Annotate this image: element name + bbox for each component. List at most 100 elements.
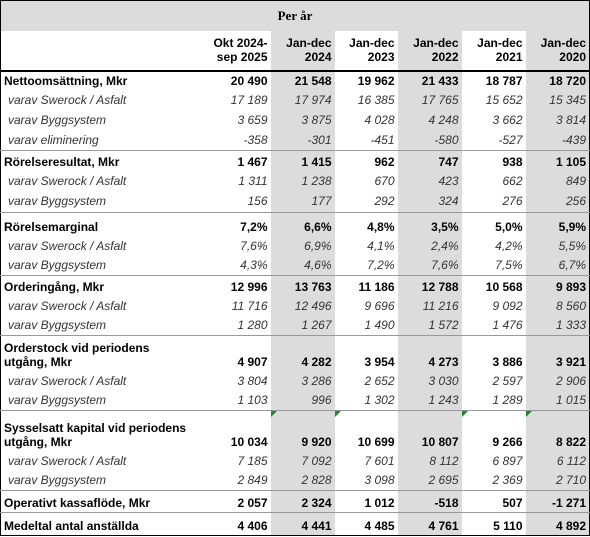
value-cell: 4 907 bbox=[198, 335, 271, 371]
table-row: varav Swerock / Asfalt 17 189 17 974 16 385… bbox=[1, 89, 590, 110]
value-cell: 3,5% bbox=[397, 212, 462, 236]
value-cell: 3 814 bbox=[525, 109, 590, 130]
value-cell: -358 bbox=[243, 132, 268, 147]
value-cell: 21 433 bbox=[397, 70, 462, 90]
value-cell: 9 266 bbox=[461, 410, 526, 451]
value-cell: 1 267 bbox=[270, 315, 335, 336]
value-cell: 7,2% bbox=[198, 212, 271, 236]
value-cell: -580 bbox=[397, 129, 462, 151]
value-cell: 747 bbox=[397, 150, 462, 171]
value-cell: 3 659 bbox=[237, 112, 268, 127]
value-cell: 11 216 bbox=[397, 295, 462, 316]
value-cell: 938 bbox=[461, 150, 526, 171]
value-cell: 670 bbox=[374, 173, 395, 188]
value-cell: 2 828 bbox=[270, 470, 335, 491]
value-cell: 7,6% bbox=[397, 255, 462, 276]
row-label: Rörelseresultat, Mkr bbox=[0, 150, 199, 171]
column-header: Jan-dec 2021 bbox=[461, 30, 526, 72]
value-cell: 18 720 bbox=[525, 70, 590, 90]
value-cell: 6,9% bbox=[270, 235, 335, 256]
value-cell: 3 954 bbox=[334, 335, 398, 371]
table-row: varav eliminering -358 -301 -451 -580 -527 -43… bbox=[1, 129, 590, 151]
value-cell: 7,5% bbox=[495, 258, 523, 273]
value-cell: 1 289 bbox=[492, 393, 523, 408]
table-row: Operativt kassaflöde, Mkr 2 057 2 324 1 012… bbox=[0, 490, 590, 513]
value-cell: 4 441 bbox=[270, 512, 335, 536]
table-title: Per år bbox=[0, 0, 590, 31]
value-cell: 3 875 bbox=[270, 109, 335, 130]
value-cell: 4,8% bbox=[334, 212, 398, 236]
table-row: Sysselsatt kapital vid periodens utgång,… bbox=[0, 410, 590, 451]
value-cell: 9 696 bbox=[364, 298, 395, 313]
value-cell: 6 112 bbox=[525, 450, 590, 471]
value-cell: 1 238 bbox=[270, 170, 335, 191]
value-cell: 962 bbox=[334, 150, 398, 171]
value-cell: 10 807 bbox=[397, 410, 462, 451]
row-label: varav Byggsystem bbox=[8, 112, 107, 127]
table-row: Medeltal antal anställda 4 406 4 441 4 485 4… bbox=[0, 512, 590, 536]
table-row: varav Swerock / Asfalt 1 311 1 238 670 423 66… bbox=[1, 170, 590, 191]
row-label: varav Swerock / Asfalt bbox=[8, 373, 127, 388]
value-cell: 4 282 bbox=[270, 335, 335, 371]
column-header: Okt 2024- sep 2025 bbox=[198, 30, 271, 72]
value-cell: 4,2% bbox=[495, 238, 523, 253]
value-cell: 7,2% bbox=[367, 258, 395, 273]
value-cell: 2 597 bbox=[492, 373, 523, 388]
value-cell: 12 996 bbox=[198, 275, 271, 296]
value-cell: 15 345 bbox=[525, 89, 590, 110]
value-cell: 3 886 bbox=[461, 335, 526, 371]
value-cell: 10 699 bbox=[334, 410, 398, 451]
value-cell: 15 652 bbox=[485, 92, 523, 107]
value-cell: 7 185 bbox=[237, 453, 268, 468]
value-cell: 2 652 bbox=[364, 373, 395, 388]
value-cell: 8 822 bbox=[525, 410, 590, 451]
value-cell: 7 601 bbox=[364, 453, 395, 468]
value-cell: 2 906 bbox=[525, 370, 590, 391]
value-cell: 21 548 bbox=[270, 70, 335, 90]
value-cell: 1 467 bbox=[198, 150, 271, 171]
value-cell: 5,5% bbox=[525, 235, 590, 256]
value-cell: 3 921 bbox=[525, 335, 590, 371]
value-cell: 1 302 bbox=[364, 393, 395, 408]
value-cell: 4 485 bbox=[334, 512, 398, 536]
value-cell: 16 385 bbox=[357, 92, 395, 107]
value-cell: 6,6% bbox=[270, 212, 335, 236]
value-cell: 12 788 bbox=[397, 275, 462, 296]
row-label: Sysselsatt kapital vid periodens utgång,… bbox=[0, 410, 199, 451]
column-header: Jan-dec 2020 bbox=[525, 30, 590, 72]
value-cell: 423 bbox=[397, 170, 462, 191]
value-cell: 9 893 bbox=[525, 275, 590, 296]
value-cell: 3 804 bbox=[237, 373, 268, 388]
row-label: varav Swerock / Asfalt bbox=[8, 453, 127, 468]
value-cell: 9 092 bbox=[492, 298, 523, 313]
value-cell: 1 015 bbox=[525, 390, 590, 411]
header-row: Okt 2024- sep 2025 Jan-dec 2024 Jan-dec 20… bbox=[0, 30, 590, 72]
title-row: Per år bbox=[0, 0, 590, 31]
value-cell: 5 110 bbox=[461, 512, 526, 536]
table-row: Orderingång, Mkr 12 996 13 763 11 186 12 788… bbox=[0, 275, 590, 296]
value-cell: 3 030 bbox=[397, 370, 462, 391]
value-cell: 2,4% bbox=[397, 235, 462, 256]
value-cell: 177 bbox=[270, 190, 335, 213]
table-row: Rörelseresultat, Mkr 1 467 1 415 962 747 938 1… bbox=[0, 150, 590, 171]
row-label: varav Byggsystem bbox=[8, 258, 107, 273]
value-cell: 4 248 bbox=[397, 109, 462, 130]
value-cell: 4 761 bbox=[397, 512, 462, 536]
table-row: varav Byggsystem 1 103 996 1 302 1 243 1 289 1… bbox=[1, 390, 590, 411]
row-label: varav eliminering bbox=[8, 132, 99, 147]
value-cell: 12 496 bbox=[270, 295, 335, 316]
value-cell: -451 bbox=[370, 132, 395, 147]
value-cell: 156 bbox=[247, 194, 268, 209]
value-cell: 849 bbox=[525, 170, 590, 191]
row-label: Orderstock vid periodens utgång, Mkr bbox=[0, 335, 199, 371]
row-label: varav Byggsystem bbox=[8, 318, 107, 333]
table-row: varav Swerock / Asfalt 7,6% 6,9% 4,1% 2,4% 4,… bbox=[1, 235, 590, 256]
row-label: Medeltal antal anställda bbox=[0, 512, 199, 536]
value-cell: 324 bbox=[397, 190, 462, 213]
row-label: Rörelsemarginal bbox=[0, 212, 199, 236]
value-cell: 2 369 bbox=[492, 473, 523, 488]
value-cell: 2 710 bbox=[525, 470, 590, 491]
value-cell: 4,3% bbox=[240, 258, 268, 273]
value-cell: 11 186 bbox=[334, 275, 398, 296]
